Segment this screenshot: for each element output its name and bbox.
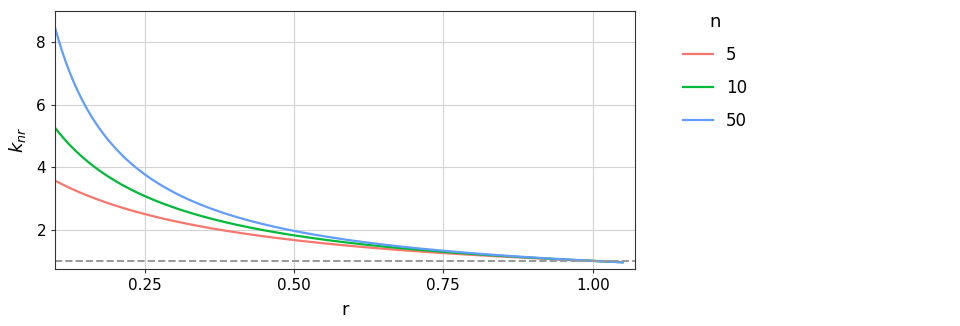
Y-axis label: $k_{nr}$: $k_{nr}$: [7, 127, 28, 153]
Legend: 5, 10, 50: 5, 10, 50: [676, 7, 754, 137]
X-axis label: r: r: [341, 301, 348, 319]
